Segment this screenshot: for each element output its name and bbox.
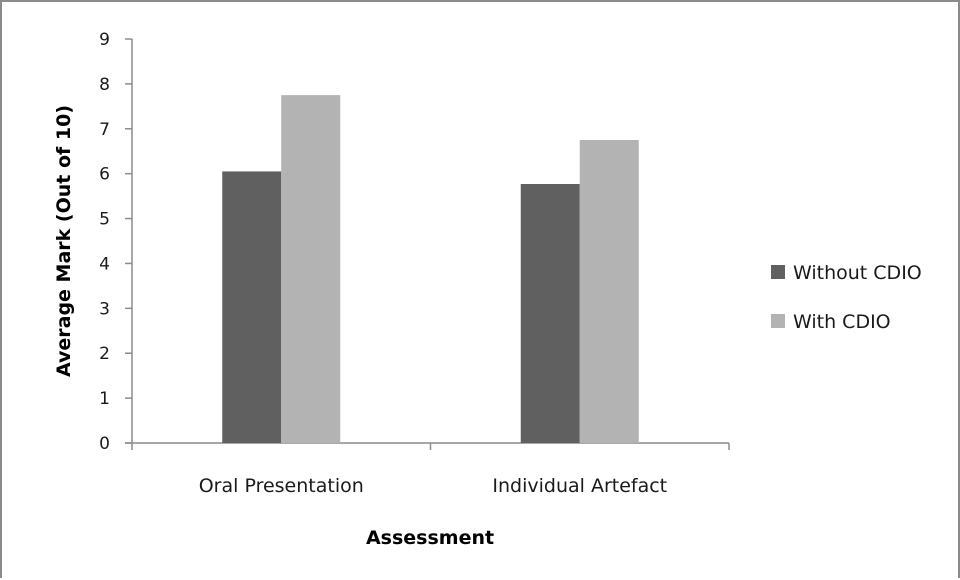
y-tick-label: 4 bbox=[99, 254, 110, 274]
x-axis bbox=[125, 442, 730, 450]
bar-with-cdio-0 bbox=[281, 95, 341, 443]
bar-without-cdio-1 bbox=[520, 183, 580, 444]
y-tick-label: 1 bbox=[99, 389, 110, 409]
y-tick-label: 7 bbox=[99, 120, 110, 140]
category-label: Oral Presentation bbox=[199, 475, 364, 497]
y-axis-title: Average Mark (Out of 10) bbox=[53, 105, 75, 377]
legend-swatch bbox=[771, 314, 785, 328]
y-tick-label: 8 bbox=[99, 75, 110, 95]
y-tick-label: 2 bbox=[99, 344, 110, 364]
y-tick-label: 9 bbox=[99, 30, 110, 50]
y-tick-label: 0 bbox=[99, 434, 110, 454]
y-tick-label: 5 bbox=[99, 210, 110, 230]
legend-label: With CDIO bbox=[793, 311, 891, 333]
x-axis-title: Assessment bbox=[366, 527, 494, 549]
bars bbox=[222, 95, 639, 444]
legend-swatch bbox=[771, 265, 785, 279]
legend: Without CDIO With CDIO bbox=[771, 262, 922, 333]
category-label: Individual Artefact bbox=[492, 475, 667, 497]
y-axis: 0 1 2 3 4 5 6 7 8 9 bbox=[99, 30, 133, 454]
category-labels: Oral Presentation Individual Artefact bbox=[199, 475, 667, 497]
y-tick-label: 3 bbox=[99, 299, 110, 319]
bar-without-cdio-0 bbox=[222, 171, 282, 443]
bar-with-cdio-1 bbox=[579, 140, 639, 443]
y-tick-label: 6 bbox=[99, 165, 110, 185]
legend-label: Without CDIO bbox=[793, 262, 922, 284]
